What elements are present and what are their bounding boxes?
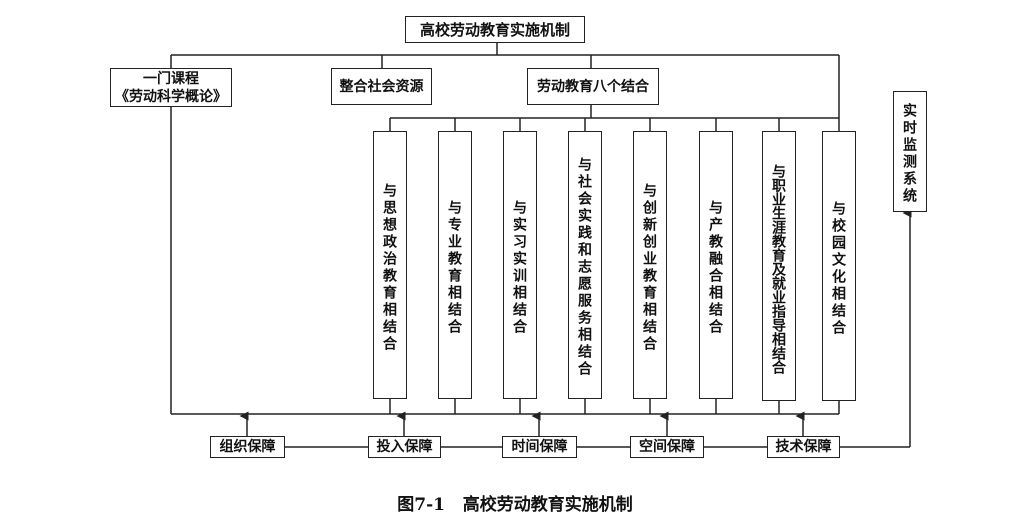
root-node-title: 高校劳动教育实施机制 (405, 16, 585, 43)
monitor-node: 实时监测系统 (893, 91, 927, 212)
guarantee-node: 组织保障 (210, 436, 285, 458)
combo-node: 与专业教育相结合 (438, 131, 472, 399)
combo-node: 与产教融合相结合 (699, 131, 733, 399)
course-line1: 一门课程 (143, 70, 199, 87)
guarantee-node: 投入保障 (368, 436, 441, 458)
figure-caption: 图7-1 高校劳动教育实施机制 (397, 495, 633, 515)
eight-combinations-node: 劳动教育八个结合 (527, 68, 659, 105)
guarantee-node: 时间保障 (502, 436, 577, 458)
guarantee-node: 技术保障 (767, 436, 840, 458)
combo-node: 与思想政治教育相结合 (373, 131, 407, 399)
social-resources-node: 整合社会资源 (331, 68, 432, 105)
combo-node: 与社会实践和志愿服务相结合 (568, 131, 602, 399)
course-line2: 《劳动科学概论》 (115, 88, 227, 105)
course-node: 一门课程 《劳动科学概论》 (110, 68, 232, 107)
combo-node: 与校园文化相结合 (822, 131, 856, 401)
combo-node: 与职业生涯教育及就业指导相结合 (762, 131, 796, 401)
combo-node: 与实习实训相结合 (503, 131, 537, 399)
combo-node: 与创新创业教育相结合 (633, 131, 667, 399)
guarantee-node: 空间保障 (630, 436, 704, 458)
